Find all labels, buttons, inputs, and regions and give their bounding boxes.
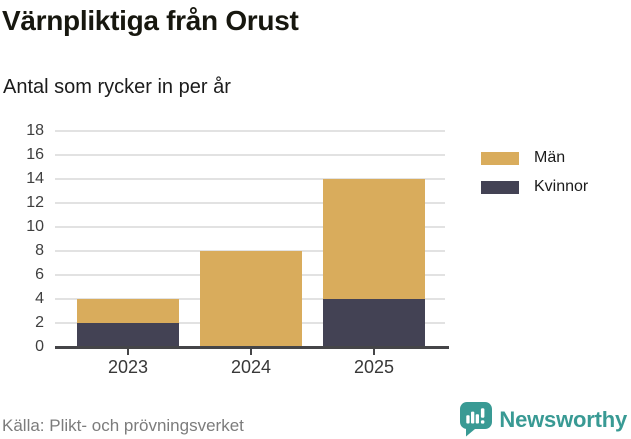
bar-segment-man-2025: [323, 179, 425, 299]
x-axis-label-2023: 2023: [107, 357, 149, 377]
gridline-10: [55, 226, 445, 228]
x-axis-tick-2024: [250, 349, 252, 355]
bar-2023: [77, 299, 179, 347]
y-axis-tick-label-4: 4: [35, 290, 44, 307]
newsworthy-logo-link[interactable]: Newsworthy: [460, 402, 627, 437]
y-axis-tick-label-8: 8: [35, 242, 44, 259]
newsworthy-bubble-chart-icon: [460, 402, 493, 437]
bar-2024: [200, 251, 302, 347]
x-axis-tick-2025: [373, 349, 375, 355]
y-axis-tick-label-6: 6: [35, 266, 44, 283]
bar-2025: [323, 179, 425, 347]
y-axis-tick-label-14: 14: [26, 170, 44, 187]
bar-segment-man-2024: [200, 251, 302, 347]
bar-segment-kvinnor-2023: [77, 323, 179, 347]
x-axis-tick-2023: [127, 349, 129, 355]
y-axis-tick-label-16: 16: [26, 146, 44, 163]
bar-segment-man-2023: [77, 299, 179, 323]
legend-swatch-kvinnor: [481, 180, 519, 194]
newsworthy-wordmark: Newsworthy: [499, 406, 627, 432]
bar-segment-kvinnor-2025: [323, 299, 425, 347]
legend-item-kvinnor: Kvinnor: [481, 179, 588, 195]
y-axis-tick-label-18: 18: [26, 122, 44, 139]
y-axis-tick-label-12: 12: [26, 194, 44, 211]
gridline-12: [55, 202, 445, 204]
y-axis-tick-label-2: 2: [35, 314, 44, 331]
page-title: Värnpliktiga från Orust: [2, 5, 299, 36]
y-axis-tick-label-0: 0: [35, 338, 44, 355]
legend-label-kvinnor: Kvinnor: [534, 178, 589, 195]
source-attribution: Källa: Plikt- och prövningsverket: [2, 416, 244, 435]
gridline-14: [55, 178, 445, 180]
chart-legend: Män Kvinnor: [481, 150, 588, 208]
legend-swatch-man: [481, 151, 519, 165]
legend-label-man: Män: [534, 149, 566, 166]
x-axis-label-2024: 2024: [230, 357, 272, 377]
legend-item-man: Män: [481, 150, 588, 166]
x-axis-line: [55, 346, 449, 349]
gridline-16: [55, 154, 445, 156]
x-axis-label-2025: 2025: [353, 357, 395, 377]
page-subtitle: Antal som rycker in per år: [3, 76, 231, 98]
gridline-18: [55, 130, 445, 132]
y-axis-tick-label-10: 10: [26, 218, 44, 235]
